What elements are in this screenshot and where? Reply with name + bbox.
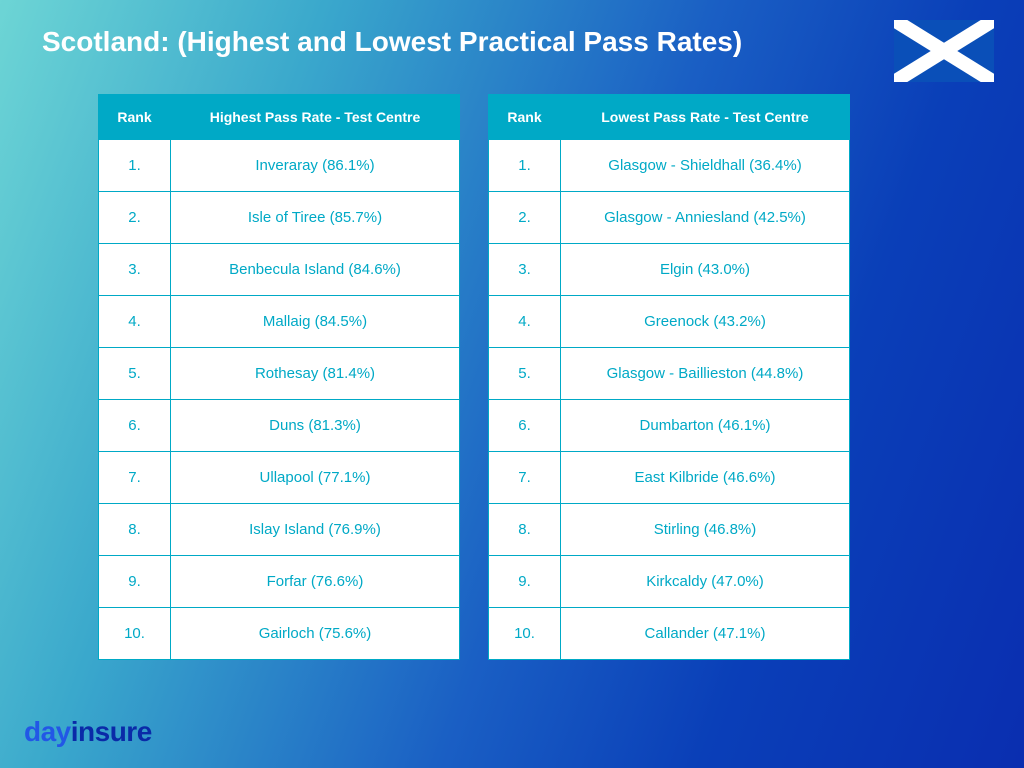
- table-row: 1. Glasgow - Shieldhall (36.4%): [489, 140, 850, 192]
- centre-cell: Inveraray (86.1%): [171, 140, 460, 192]
- rank-cell: 7.: [99, 452, 171, 504]
- col-header-centre: Lowest Pass Rate - Test Centre: [561, 95, 850, 140]
- brand-part2: insure: [71, 716, 152, 747]
- centre-cell: Gairloch (75.6%): [171, 608, 460, 660]
- rank-cell: 4.: [99, 296, 171, 348]
- rank-cell: 3.: [99, 244, 171, 296]
- tables-container: Rank Highest Pass Rate - Test Centre 1. …: [0, 58, 1024, 660]
- rank-cell: 10.: [489, 608, 561, 660]
- centre-cell: Glasgow - Shieldhall (36.4%): [561, 140, 850, 192]
- col-header-centre: Highest Pass Rate - Test Centre: [171, 95, 460, 140]
- rank-cell: 6.: [489, 400, 561, 452]
- rank-cell: 9.: [99, 556, 171, 608]
- scotland-flag-icon: [894, 20, 994, 82]
- centre-cell: Stirling (46.8%): [561, 504, 850, 556]
- highest-rows: 1. Inveraray (86.1%) 2. Isle of Tiree (8…: [99, 140, 460, 660]
- table-row: 7. East Kilbride (46.6%): [489, 452, 850, 504]
- rank-cell: 3.: [489, 244, 561, 296]
- table-row: 6. Dumbarton (46.1%): [489, 400, 850, 452]
- col-header-rank: Rank: [489, 95, 561, 140]
- centre-cell: Glasgow - Baillieston (44.8%): [561, 348, 850, 400]
- centre-cell: Glasgow - Anniesland (42.5%): [561, 192, 850, 244]
- brand-part1: day: [24, 716, 71, 747]
- rank-cell: 7.: [489, 452, 561, 504]
- centre-cell: Greenock (43.2%): [561, 296, 850, 348]
- rank-cell: 2.: [99, 192, 171, 244]
- table-row: 1. Inveraray (86.1%): [99, 140, 460, 192]
- table-row: 4. Mallaig (84.5%): [99, 296, 460, 348]
- table-row: 8. Islay Island (76.9%): [99, 504, 460, 556]
- centre-cell: Kirkcaldy (47.0%): [561, 556, 850, 608]
- table-row: 2. Glasgow - Anniesland (42.5%): [489, 192, 850, 244]
- centre-cell: Callander (47.1%): [561, 608, 850, 660]
- centre-cell: Mallaig (84.5%): [171, 296, 460, 348]
- centre-cell: Benbecula Island (84.6%): [171, 244, 460, 296]
- centre-cell: Forfar (76.6%): [171, 556, 460, 608]
- centre-cell: Elgin (43.0%): [561, 244, 850, 296]
- table-row: 10. Callander (47.1%): [489, 608, 850, 660]
- rank-cell: 10.: [99, 608, 171, 660]
- rank-cell: 8.: [489, 504, 561, 556]
- table-row: 3. Elgin (43.0%): [489, 244, 850, 296]
- col-header-rank: Rank: [99, 95, 171, 140]
- table-row: 2. Isle of Tiree (85.7%): [99, 192, 460, 244]
- table-row: 5. Glasgow - Baillieston (44.8%): [489, 348, 850, 400]
- table-row: 6. Duns (81.3%): [99, 400, 460, 452]
- centre-cell: Ullapool (77.1%): [171, 452, 460, 504]
- brand-logo: dayinsure: [24, 716, 152, 748]
- table-row: 10. Gairloch (75.6%): [99, 608, 460, 660]
- centre-cell: Rothesay (81.4%): [171, 348, 460, 400]
- table-row: 7. Ullapool (77.1%): [99, 452, 460, 504]
- rank-cell: 8.: [99, 504, 171, 556]
- centre-cell: Islay Island (76.9%): [171, 504, 460, 556]
- table-row: 9. Forfar (76.6%): [99, 556, 460, 608]
- centre-cell: East Kilbride (46.6%): [561, 452, 850, 504]
- table-row: 8. Stirling (46.8%): [489, 504, 850, 556]
- centre-cell: Duns (81.3%): [171, 400, 460, 452]
- table-row: 9. Kirkcaldy (47.0%): [489, 556, 850, 608]
- rank-cell: 5.: [99, 348, 171, 400]
- table-row: 3. Benbecula Island (84.6%): [99, 244, 460, 296]
- rank-cell: 1.: [489, 140, 561, 192]
- lowest-rows: 1. Glasgow - Shieldhall (36.4%) 2. Glasg…: [489, 140, 850, 660]
- table-row: 4. Greenock (43.2%): [489, 296, 850, 348]
- highest-pass-rate-table: Rank Highest Pass Rate - Test Centre 1. …: [98, 94, 460, 660]
- rank-cell: 5.: [489, 348, 561, 400]
- page-title: Scotland: (Highest and Lowest Practical …: [0, 0, 1024, 58]
- table-row: 5. Rothesay (81.4%): [99, 348, 460, 400]
- rank-cell: 4.: [489, 296, 561, 348]
- centre-cell: Isle of Tiree (85.7%): [171, 192, 460, 244]
- rank-cell: 2.: [489, 192, 561, 244]
- rank-cell: 6.: [99, 400, 171, 452]
- lowest-pass-rate-table: Rank Lowest Pass Rate - Test Centre 1. G…: [488, 94, 850, 660]
- rank-cell: 9.: [489, 556, 561, 608]
- rank-cell: 1.: [99, 140, 171, 192]
- centre-cell: Dumbarton (46.1%): [561, 400, 850, 452]
